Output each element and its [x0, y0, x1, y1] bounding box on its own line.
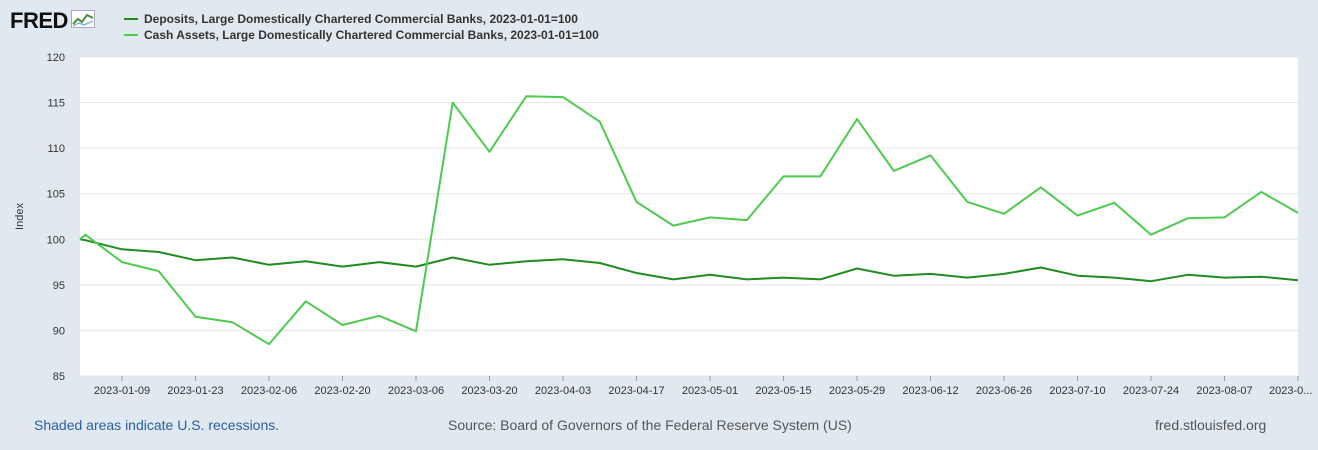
site-link[interactable]: fred.stlouisfed.org: [1155, 417, 1267, 433]
y-tick-label: 115: [47, 98, 65, 110]
legend-label-deposits: Deposits, Large Domestically Chartered C…: [144, 12, 578, 26]
fred-chart-icon: [70, 9, 95, 33]
x-tick-label: 2023-07-24: [1123, 385, 1179, 397]
legend-label-cash-assets: Cash Assets, Large Domestically Chartere…: [144, 28, 599, 42]
x-tick-label: 2023-01-23: [167, 385, 223, 397]
fred-logo[interactable]: FRED: [10, 8, 95, 34]
x-tick-label: 2023-05-15: [755, 385, 811, 397]
x-tick-label: 2023-05-01: [682, 385, 738, 397]
y-tick-label: 90: [53, 325, 65, 337]
x-tick-label: 2023-01-09: [94, 385, 150, 397]
x-tick-label: 2023-05-29: [829, 385, 885, 397]
y-axis-label: Index: [14, 203, 26, 230]
series-line-1: [79, 95, 1299, 346]
fred-logo-text: FRED: [10, 8, 68, 33]
y-tick-label: 100: [47, 234, 65, 246]
x-tick-label: 2023-06-26: [976, 385, 1032, 397]
x-tick-label: 2023-02-20: [314, 385, 370, 397]
legend-swatch-deposits: [124, 18, 138, 20]
x-tick-label: 2023-02-06: [241, 385, 297, 397]
legend-swatch-cash-assets: [124, 34, 138, 36]
x-tick-label: 2023-07-10: [1049, 385, 1105, 397]
chart-legend: Deposits, Large Domestically Chartered C…: [124, 11, 599, 43]
y-tick-label: 120: [47, 52, 65, 64]
x-tick-label: 2023-03-20: [461, 385, 517, 397]
x-tick-label: 2023-03-06: [388, 385, 444, 397]
plot-area: [80, 57, 1298, 376]
x-tick-label: 2023-08-07: [1196, 385, 1252, 397]
y-tick-label: 95: [53, 280, 65, 292]
x-tick-label: 2023-04-17: [608, 385, 664, 397]
x-tick-label: 2023-0...: [1269, 385, 1312, 397]
y-tick-label: 110: [47, 143, 65, 155]
series-line-0: [79, 238, 1299, 283]
y-tick-label: 85: [53, 371, 65, 383]
x-tick-label: 2023-04-03: [535, 385, 591, 397]
source-note: Source: Board of Governors of the Federa…: [448, 417, 852, 433]
recession-note[interactable]: Shaded areas indicate U.S. recessions.: [34, 417, 280, 433]
y-tick-label: 105: [47, 189, 65, 201]
x-tick-label: 2023-06-12: [902, 385, 958, 397]
legend-entry-deposits[interactable]: Deposits, Large Domestically Chartered C…: [124, 11, 599, 27]
legend-entry-cash-assets[interactable]: Cash Assets, Large Domestically Chartere…: [124, 27, 599, 43]
